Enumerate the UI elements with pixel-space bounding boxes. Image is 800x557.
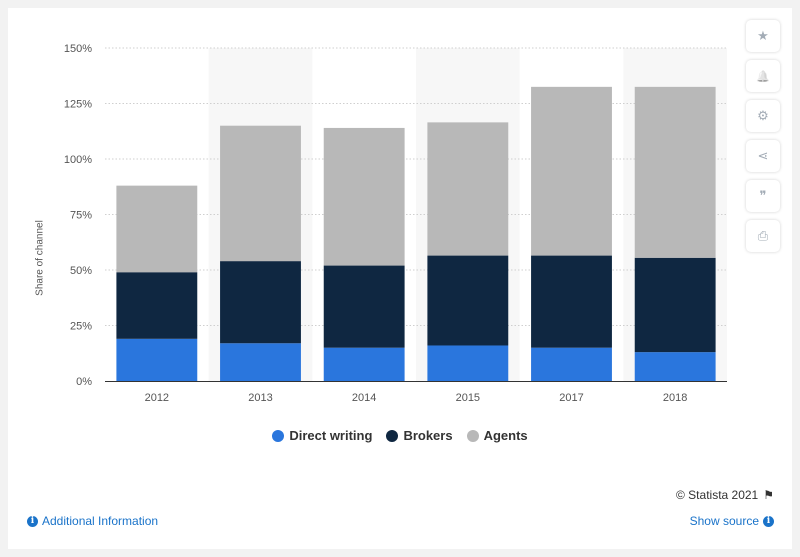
bar-agents [116, 185, 198, 273]
settings-button[interactable]: ⚙ [746, 100, 780, 132]
bar-brokers [427, 255, 509, 346]
chart-toolbar: ★ 🔔 ⚙ ⋖ ❞ ⎙ [746, 20, 780, 252]
additional-information-label: Additional Information [42, 514, 159, 528]
info-icon: i [27, 515, 38, 527]
bar-agents [427, 122, 509, 256]
show-source-link[interactable]: Show source i [690, 514, 774, 528]
bar-brokers [323, 265, 405, 348]
additional-information-link[interactable]: i Additional Information [27, 514, 158, 528]
y-tick-label: 150% [64, 43, 92, 55]
statista-credit[interactable]: © Statista 2021 ⚑ [676, 488, 774, 502]
credit-text: © Statista 2021 [676, 488, 759, 502]
x-tick-label: 2012 [145, 392, 169, 404]
y-tick-label: 100% [64, 154, 92, 166]
bar-brokers [634, 257, 716, 353]
x-tick-label: 2017 [559, 392, 583, 404]
cite-button[interactable]: ❞ [746, 180, 780, 212]
bar-direct-writing [116, 338, 198, 381]
y-tick-label: 25% [70, 321, 92, 333]
notification-button[interactable]: 🔔 [746, 60, 780, 92]
bar-brokers [116, 272, 198, 339]
bell-icon: 🔔 [756, 70, 770, 83]
x-tick-label: 2014 [352, 392, 376, 404]
bar-brokers [220, 261, 301, 344]
legend-label-direct-writing: Direct writing [289, 428, 373, 443]
gear-icon: ⚙ [757, 108, 769, 123]
legend-dot-direct-writing [272, 429, 285, 442]
legend-item-agents[interactable]: Agents [466, 428, 528, 443]
bar-direct-writing [220, 343, 301, 381]
bar-direct-writing [427, 345, 509, 381]
y-tick-label: 50% [70, 265, 92, 277]
quote-icon: ❞ [759, 188, 767, 203]
bar-agents [634, 86, 716, 258]
x-tick-label: 2018 [663, 392, 687, 404]
star-button[interactable]: ★ [746, 20, 780, 52]
info-icon: i [763, 515, 774, 527]
bar-direct-writing [323, 347, 405, 381]
bar-brokers [531, 255, 612, 348]
legend-item-brokers[interactable]: Brokers [386, 428, 453, 443]
bar-agents [220, 125, 301, 262]
y-tick-label: 75% [70, 210, 92, 222]
x-tick-label: 2015 [456, 392, 480, 404]
bar-direct-writing [634, 352, 716, 381]
show-source-label: Show source [689, 514, 759, 528]
share-button[interactable]: ⋖ [746, 140, 780, 172]
x-tick-label: 2013 [248, 392, 272, 404]
bar-agents [323, 127, 405, 266]
legend-label-agents: Agents [483, 428, 528, 443]
print-button[interactable]: ⎙ [746, 220, 780, 252]
bar-agents [531, 86, 612, 256]
star-icon: ★ [757, 28, 769, 43]
chart-legend: Direct writing Brokers Agents [0, 428, 800, 443]
print-icon: ⎙ [757, 228, 769, 243]
legend-item-direct-writing[interactable]: Direct writing [272, 428, 372, 443]
share-icon: ⋖ [757, 148, 769, 163]
bar-direct-writing [531, 347, 612, 381]
legend-dot-brokers [386, 429, 399, 442]
y-tick-label: 0% [76, 376, 92, 388]
legend-dot-agents [466, 429, 479, 442]
flag-icon: ⚑ [763, 488, 774, 502]
y-tick-label: 125% [64, 99, 92, 111]
y-axis-label: Share of channel [34, 220, 46, 296]
legend-label-brokers: Brokers [403, 428, 453, 443]
